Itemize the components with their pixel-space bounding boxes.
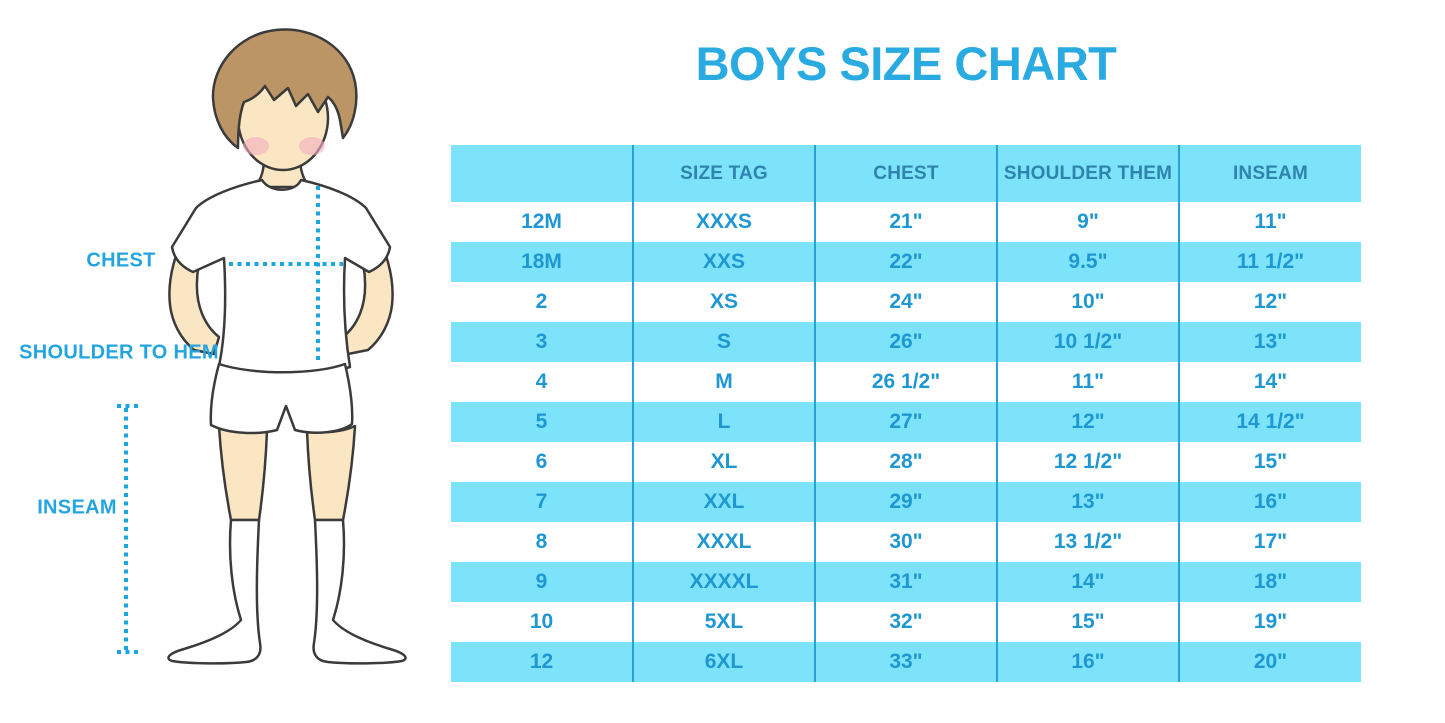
table-row: 18M XXS 22" 9.5" 11 1/2" <box>451 242 1361 282</box>
inseam-label: INSEAM <box>37 496 117 519</box>
table-cell: 12" <box>996 402 1179 442</box>
table-row: 12 6XL 33" 16" 20" <box>451 642 1361 682</box>
table-row: 6 XL 28" 12 1/2" 15" <box>451 442 1361 482</box>
table-cell: 12 <box>451 642 633 682</box>
table-cell: 20" <box>1178 642 1361 682</box>
table-cell: 13 1/2" <box>996 522 1179 562</box>
table-cell: S <box>632 322 815 362</box>
table-cell: L <box>632 402 815 442</box>
table-cell: 28" <box>814 442 997 482</box>
table-cell: 3 <box>451 322 633 362</box>
table-row: 7 XXL 29" 13" 16" <box>451 482 1361 522</box>
table-cell: 5 <box>451 402 633 442</box>
table-cell: 7 <box>451 482 633 522</box>
left-cheek <box>243 137 269 155</box>
table-cell: 24" <box>814 282 997 322</box>
table-row: 2 XS 24" 10" 12" <box>451 282 1361 322</box>
table-cell: 16" <box>1178 482 1361 522</box>
right-sock <box>312 518 407 665</box>
table-row: 12M XXXS 21" 9" 11" <box>451 202 1361 242</box>
table-cell: XXXXL <box>632 562 815 602</box>
header-row: SIZE TAG CHEST SHOULDER THEM INSEAM <box>451 145 1361 202</box>
table-cell: 13" <box>1178 322 1361 362</box>
table-cell: 10 <box>529 610 554 633</box>
size-chart-table: SIZE TAG CHEST SHOULDER THEM INSEAM 12M XXXS… <box>451 145 1361 682</box>
table-cell: 14" <box>996 562 1179 602</box>
table-cell: XXXL <box>632 522 815 562</box>
table-cell: XS <box>632 282 815 322</box>
right-cheek <box>299 137 325 155</box>
table-row: 5 L 27" 12" 14 1/2" <box>451 402 1361 442</box>
table-cell: 17" <box>1178 522 1361 562</box>
table-cell: 29" <box>814 482 997 522</box>
table-row: 3 S 26" 10 1/2" 13" <box>451 322 1361 362</box>
table-cell: 11 1/2" <box>1178 242 1361 282</box>
table-cell: 18M <box>451 242 633 282</box>
header-cell-2: CHEST <box>814 145 997 202</box>
table-cell: 22" <box>814 242 997 282</box>
header-cell-3: SHOULDER THEM <box>996 145 1179 202</box>
table-cell: 21" <box>814 202 997 242</box>
hair <box>211 28 358 150</box>
table-cell: 14" <box>1178 362 1361 402</box>
table-cell: XXXS <box>632 202 815 242</box>
table-cell: 10" <box>996 282 1179 322</box>
table-cell: 11" <box>1178 202 1361 242</box>
table-cell: 14 1/2" <box>1178 402 1361 442</box>
table-row: 9 XXXXL 31" 14" 18" <box>451 562 1361 602</box>
left-sock <box>167 518 262 665</box>
table-cell: 32" <box>814 602 997 642</box>
table-cell: 30" <box>814 522 997 562</box>
table-cell: 33" <box>814 642 997 682</box>
table-cell: 6 <box>535 450 548 473</box>
chest-label: CHEST <box>86 249 156 272</box>
table-cell: 8 <box>535 530 548 553</box>
table-cell: 19" <box>1178 602 1361 642</box>
table-cell: 12M <box>521 210 562 233</box>
table-row: 4 M 26 1/2" 11" 14" <box>451 362 1361 402</box>
table-cell: 6XL <box>632 642 815 682</box>
table-cell: XXS <box>632 242 815 282</box>
table-cell: 2 <box>535 290 548 313</box>
size-table-header: SIZE TAG CHEST SHOULDER THEM INSEAM <box>451 145 1361 202</box>
page-title: BOYS SIZE CHART <box>695 37 1117 90</box>
table-cell: 9" <box>996 202 1179 242</box>
table-cell: 4 <box>535 370 548 393</box>
table-cell: 13" <box>996 482 1179 522</box>
table-cell: XL <box>632 442 815 482</box>
shoulder-to-hem-label: SHOULDER TO HEM <box>19 341 219 364</box>
table-cell: M <box>632 362 815 402</box>
table-cell: 10 1/2" <box>996 322 1179 362</box>
table-cell: 12 1/2" <box>996 442 1179 482</box>
table-row: 10 5XL 32" 15" 19" <box>451 602 1361 642</box>
table-cell: 26" <box>814 322 997 362</box>
size-table-body: 12M XXXS 21" 9" 11" 18M XXS 22" 9.5" 11 1/2" 2 XS 24… <box>451 202 1361 682</box>
table-cell: 31" <box>814 562 997 602</box>
boy-illustration <box>117 28 407 665</box>
right-leg <box>305 424 357 522</box>
table-cell: 5XL <box>632 602 815 642</box>
table-cell: 18" <box>1178 562 1361 602</box>
left-leg <box>217 424 269 522</box>
size-table-container: SIZE TAG CHEST SHOULDER THEM INSEAM 12M XXXS… <box>451 145 1361 682</box>
table-cell: 11" <box>996 362 1179 402</box>
header-cell-0 <box>451 145 633 202</box>
table-cell: 26 1/2" <box>814 362 997 402</box>
table-cell: 12" <box>1178 282 1361 322</box>
table-cell: 15" <box>996 602 1179 642</box>
table-cell: 16" <box>996 642 1179 682</box>
table-cell: 9.5" <box>996 242 1179 282</box>
table-cell: XXL <box>632 482 815 522</box>
header-cell-1: SIZE TAG <box>632 145 815 202</box>
shorts <box>209 362 354 435</box>
table-cell: 9 <box>451 562 633 602</box>
table-cell: 15" <box>1178 442 1361 482</box>
table-cell: 27" <box>814 402 997 442</box>
header-cell-4: INSEAM <box>1178 145 1361 202</box>
table-row: 8 XXXL 30" 13 1/2" 17" <box>451 522 1361 562</box>
